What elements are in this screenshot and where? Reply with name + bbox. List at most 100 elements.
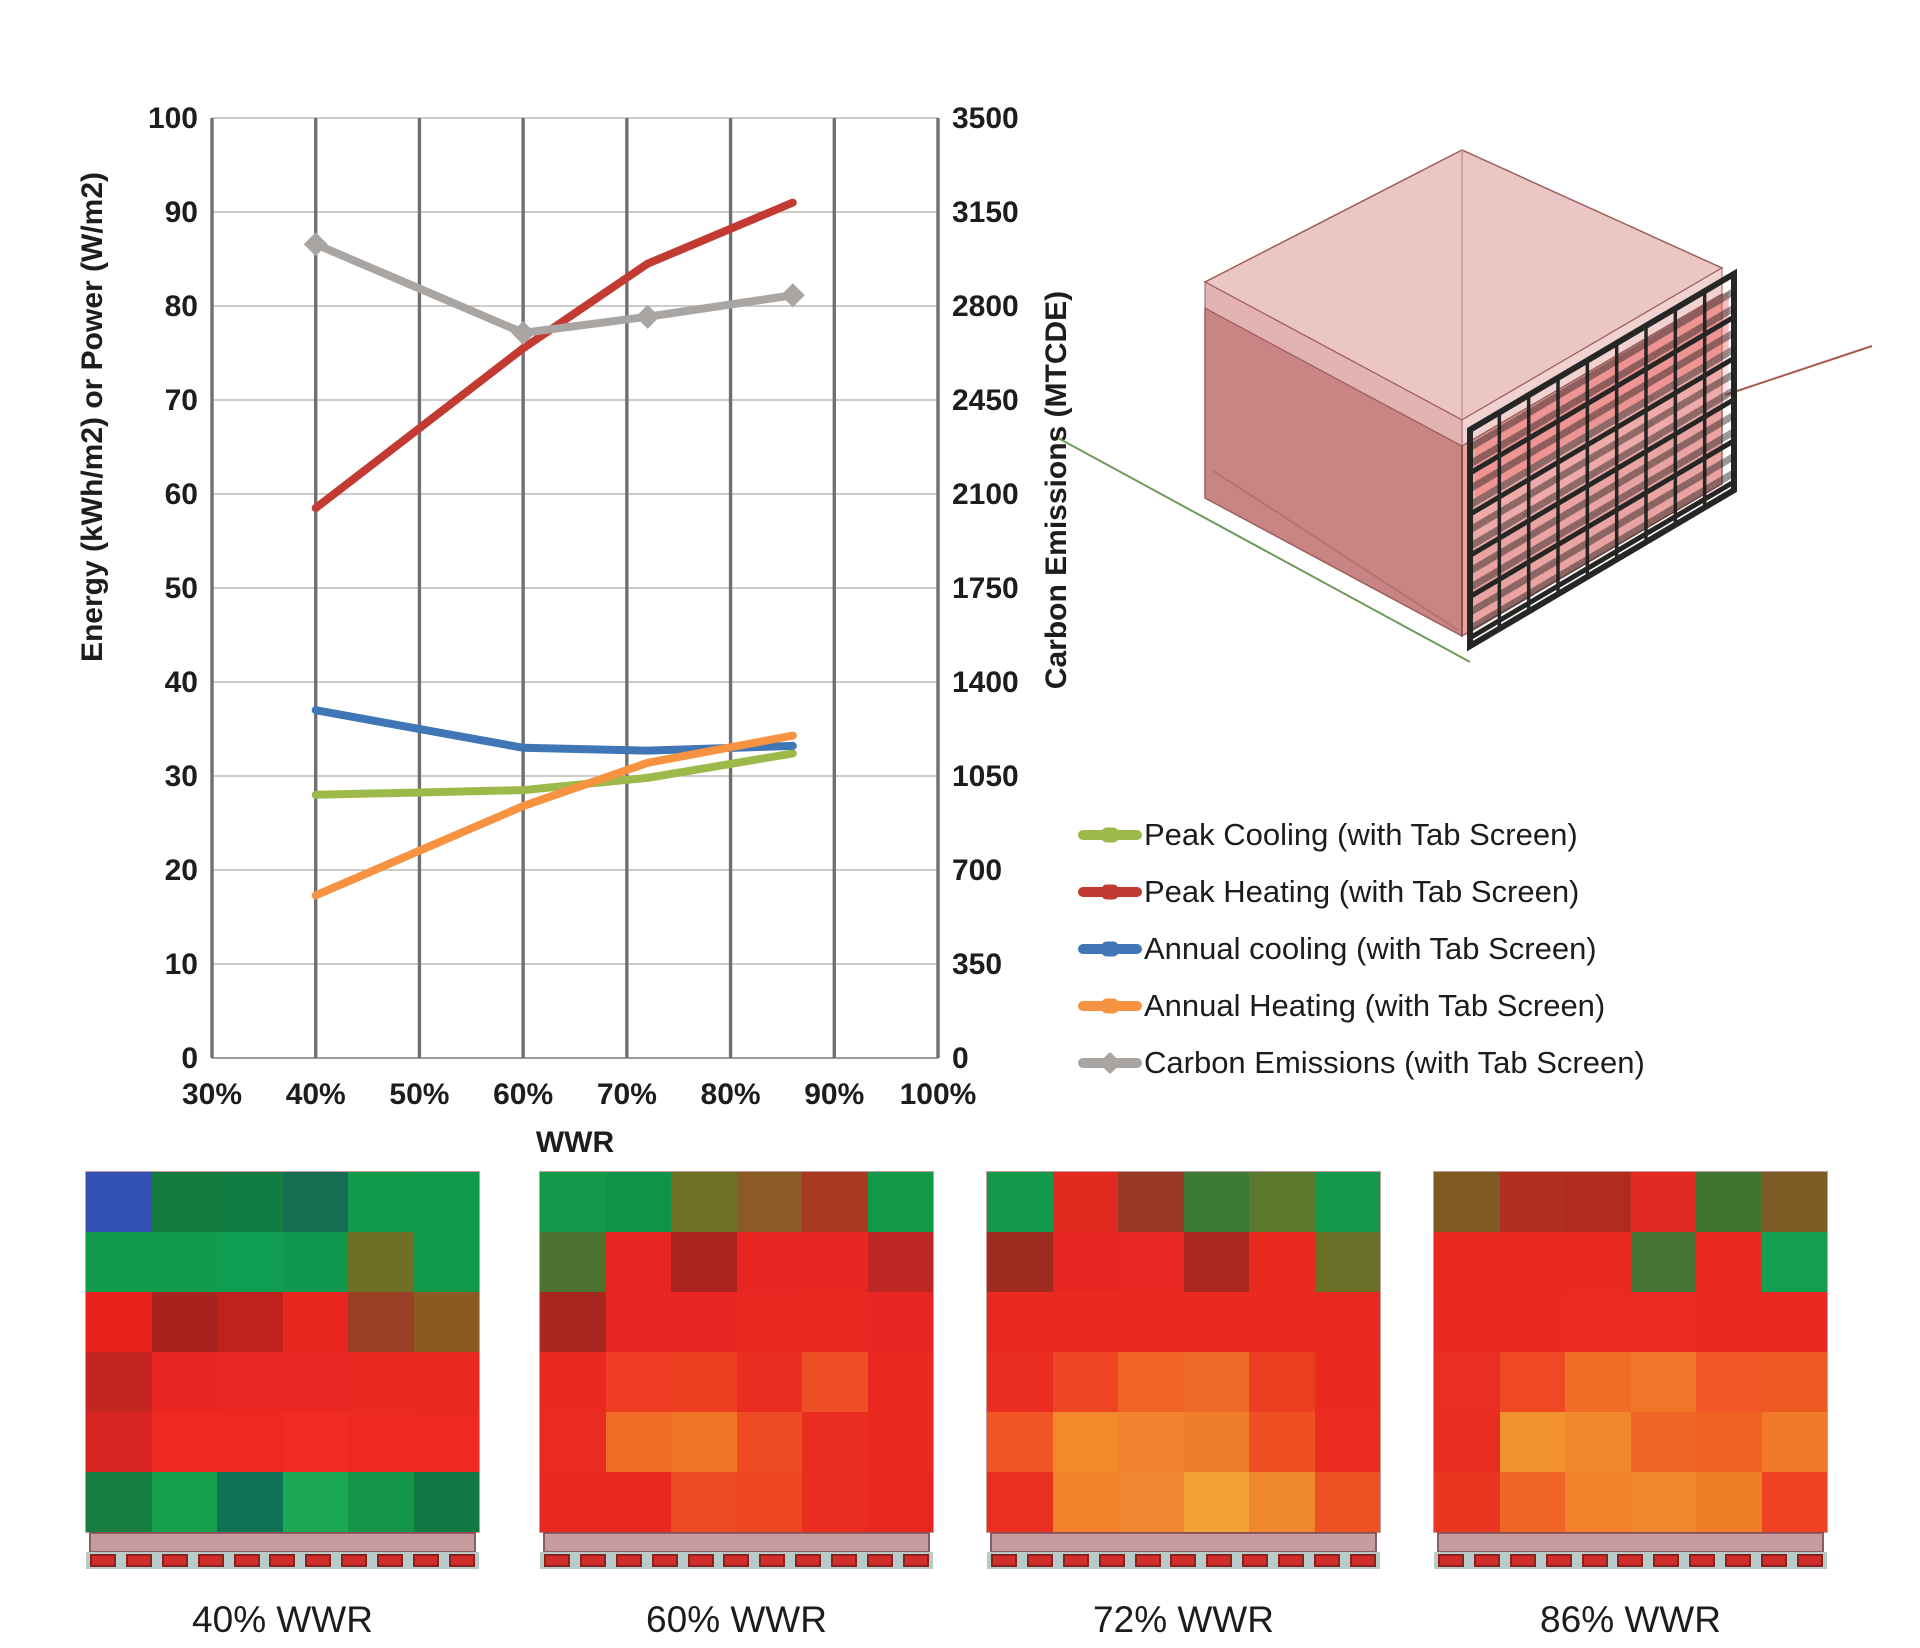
tab-icon [1473,1554,1500,1567]
heatmap-cell [671,1172,737,1232]
heatmap-cell [1249,1232,1315,1292]
legend-swatch [1078,941,1142,956]
heatmap-cell [1499,1172,1565,1232]
heatmap-cell [1052,1472,1118,1532]
diamond-marker [635,304,660,329]
heatmap-cell [1052,1232,1118,1292]
heatmap-cell [802,1352,868,1412]
series-lines [303,198,805,900]
heatmap-cell [1434,1352,1500,1412]
x-tick: 50% [389,1078,449,1111]
heatmap-cell [1183,1412,1249,1472]
heatmap-cell [987,1292,1053,1352]
heatmap-cell [736,1292,802,1352]
legend-swatch [1078,827,1142,842]
tab-icon [579,1554,606,1567]
legend-item-annual-cooling-with-tab-screen: Annual cooling (with Tab Screen) [1078,920,1645,977]
heatmap-cell [1249,1172,1315,1232]
heatmap-cell [540,1232,606,1292]
heatmap-cell [540,1472,606,1532]
heatmap-caption: 86% WWR [1540,1599,1721,1640]
y-tick-right: 350 [952,948,1002,981]
heatmap-cell [736,1352,802,1412]
ground-line-left [1057,437,1471,663]
heatmap-cell [151,1292,217,1352]
x-tick: 70% [597,1078,657,1111]
heatmap-cell [348,1412,414,1472]
heatmap-cell [987,1412,1053,1472]
heatmap-cell [540,1412,606,1472]
building-left-face-seam [1211,469,1459,631]
tab-icon [125,1554,152,1567]
heatmap-cell [1499,1232,1565,1292]
heatmap-cell [1565,1412,1631,1472]
heatmap-cell [736,1232,802,1292]
tab-icon [687,1554,714,1567]
heatmap-cell [86,1412,152,1472]
building-3d-model [1000,60,1900,680]
heatmap-cell [1434,1292,1500,1352]
tab-strip [86,1552,479,1569]
tab-icon [544,1554,570,1567]
heatmap-grid [1433,1171,1828,1533]
heatmap-cell [736,1412,802,1472]
heatmap-cell [1565,1352,1631,1412]
tab-icon [341,1554,368,1567]
tab-icon [1098,1554,1125,1567]
tab-icon [377,1554,404,1567]
heatmap-cell [217,1472,283,1532]
heatmap-cell [1314,1352,1380,1412]
axis-tick-labels: 0 10 20 30 40 50 60 70 80 90 100 0 350 700 1050 1400 175… [148,102,1019,1111]
y-tick-left: 20 [165,854,198,887]
heatmap-cell [987,1232,1053,1292]
heatmap-cell [1630,1472,1696,1532]
y-tick-left: 60 [165,478,198,511]
tab-screen-grid [1470,274,1734,646]
heatmap-cell [605,1352,671,1412]
diamond-marker [511,320,536,345]
tab-icon [1509,1554,1536,1567]
heatmap-cell [1052,1292,1118,1352]
heatmap-cell [86,1292,152,1352]
heatmap-cell [1434,1472,1500,1532]
heatmap-cell [802,1472,868,1532]
heatmap-86-wwr: 86% WWR [1433,1171,1828,1641]
heatmap-cell [282,1292,348,1352]
heatmap-cell [413,1352,479,1412]
legend-item-peak-heating-with-tab-screen: Peak Heating (with Tab Screen) [1078,863,1645,920]
diamond-marker-icon [1098,1051,1122,1074]
heatmap-cell [217,1172,283,1232]
facade-base-strip [1437,1532,1824,1552]
y-tick-right: 2100 [952,478,1019,511]
legend-label: Carbon Emissions (with Tab Screen) [1144,1044,1645,1080]
heatmap-cell [802,1412,868,1472]
tab-icon [1653,1554,1680,1567]
screen-tab-row [1471,350,1732,504]
heatmap-cell [413,1292,479,1352]
peak-heating-with-tab-screen-line [311,198,797,513]
heatmap-40-wwr: 40% WWR [85,1171,480,1641]
heatmap-cell [671,1292,737,1352]
heatmap-cell [1761,1172,1827,1232]
tab-icon [1617,1554,1644,1567]
heatmap-grid [539,1171,934,1533]
heatmap-cell [1249,1292,1315,1352]
heatmap-cell [1761,1472,1827,1532]
heatmap-cell [802,1172,868,1232]
heatmap-cell [1249,1472,1315,1532]
heatmap-cell [282,1412,348,1472]
heatmap-cell [86,1232,152,1292]
tab-icon [269,1554,296,1567]
y-tick-left: 100 [148,102,198,135]
tab-icon [1206,1554,1233,1567]
y-tick-right: 1750 [952,572,1019,605]
y-tick-left: 0 [181,1042,198,1075]
tab-icon [867,1554,894,1567]
x-axis-title: WWR [536,1126,615,1159]
y-tick-left: 10 [165,948,198,981]
heatmap-caption: 40% WWR [192,1599,373,1640]
facade-base-strip [990,1532,1377,1552]
y-tick-right: 3150 [952,196,1019,229]
heatmap-cell [1499,1412,1565,1472]
heatmap-cell [1183,1352,1249,1412]
